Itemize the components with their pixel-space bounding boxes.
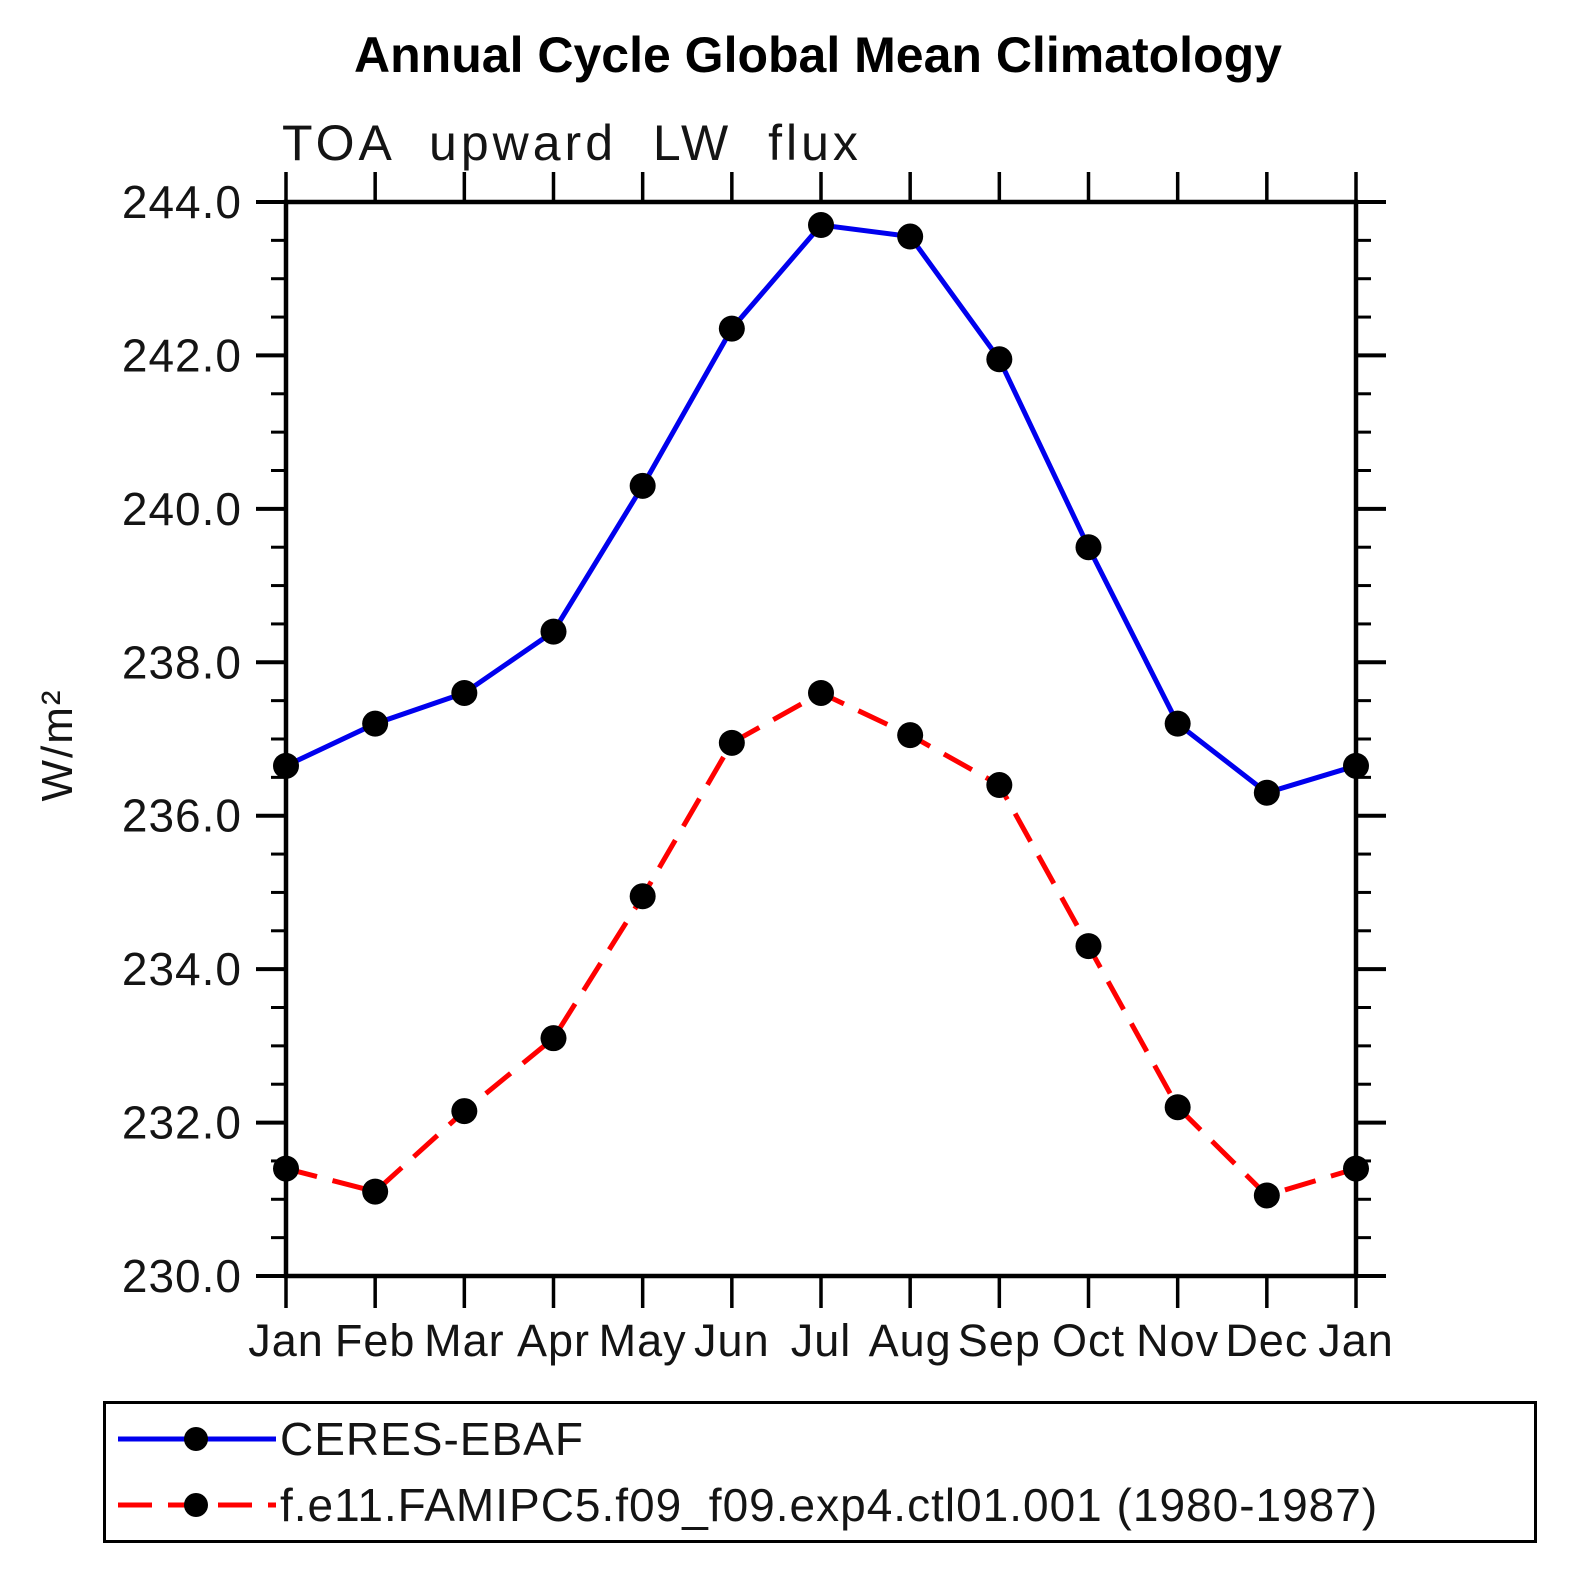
svg-text:Jan: Jan [248,1315,324,1366]
svg-text:Sep: Sep [958,1315,1041,1366]
svg-text:Nov: Nov [1136,1315,1219,1366]
svg-text:234.0: 234.0 [122,943,242,995]
svg-text:240.0: 240.0 [122,483,242,535]
svg-text:Aug: Aug [869,1315,952,1366]
svg-text:Jul: Jul [791,1315,852,1366]
svg-text:244.0: 244.0 [122,176,242,228]
chart-title: Annual Cycle Global Mean Climatology [354,27,1282,83]
svg-text:Feb: Feb [335,1315,416,1366]
svg-text:Apr: Apr [517,1315,590,1366]
legend-label-model: f.e11.FAMIPC5.f09_f09.exp4.ctl01.001 (19… [280,1479,1379,1532]
svg-text:238.0: 238.0 [122,636,242,688]
svg-text:Jan: Jan [1318,1315,1394,1366]
svg-text:236.0: 236.0 [122,790,242,842]
svg-text:230.0: 230.0 [122,1250,242,1302]
legend-line-sample-solid [118,1426,276,1451]
legend-entry-ceres: CERES-EBAF [116,1407,1534,1471]
legend-label-ceres: CERES-EBAF [280,1412,584,1465]
svg-text:Jun: Jun [694,1315,770,1366]
chart-subtitle: TOA upward LW flux [282,115,862,171]
legend-entry-model: f.e11.FAMIPC5.f09_f09.exp4.ctl01.001 (19… [116,1473,1534,1537]
legend-box: CERES-EBAF f.e11.FAMIPC5.f09_f09.exp4.ct… [103,1401,1537,1543]
svg-text:242.0: 242.0 [122,329,242,381]
svg-text:Dec: Dec [1225,1315,1308,1366]
svg-text:Oct: Oct [1052,1315,1125,1366]
svg-text:232.0: 232.0 [122,1097,242,1149]
svg-text:May: May [599,1315,687,1366]
legend-line-sample-dashed [118,1493,276,1518]
svg-text:Mar: Mar [424,1315,505,1366]
